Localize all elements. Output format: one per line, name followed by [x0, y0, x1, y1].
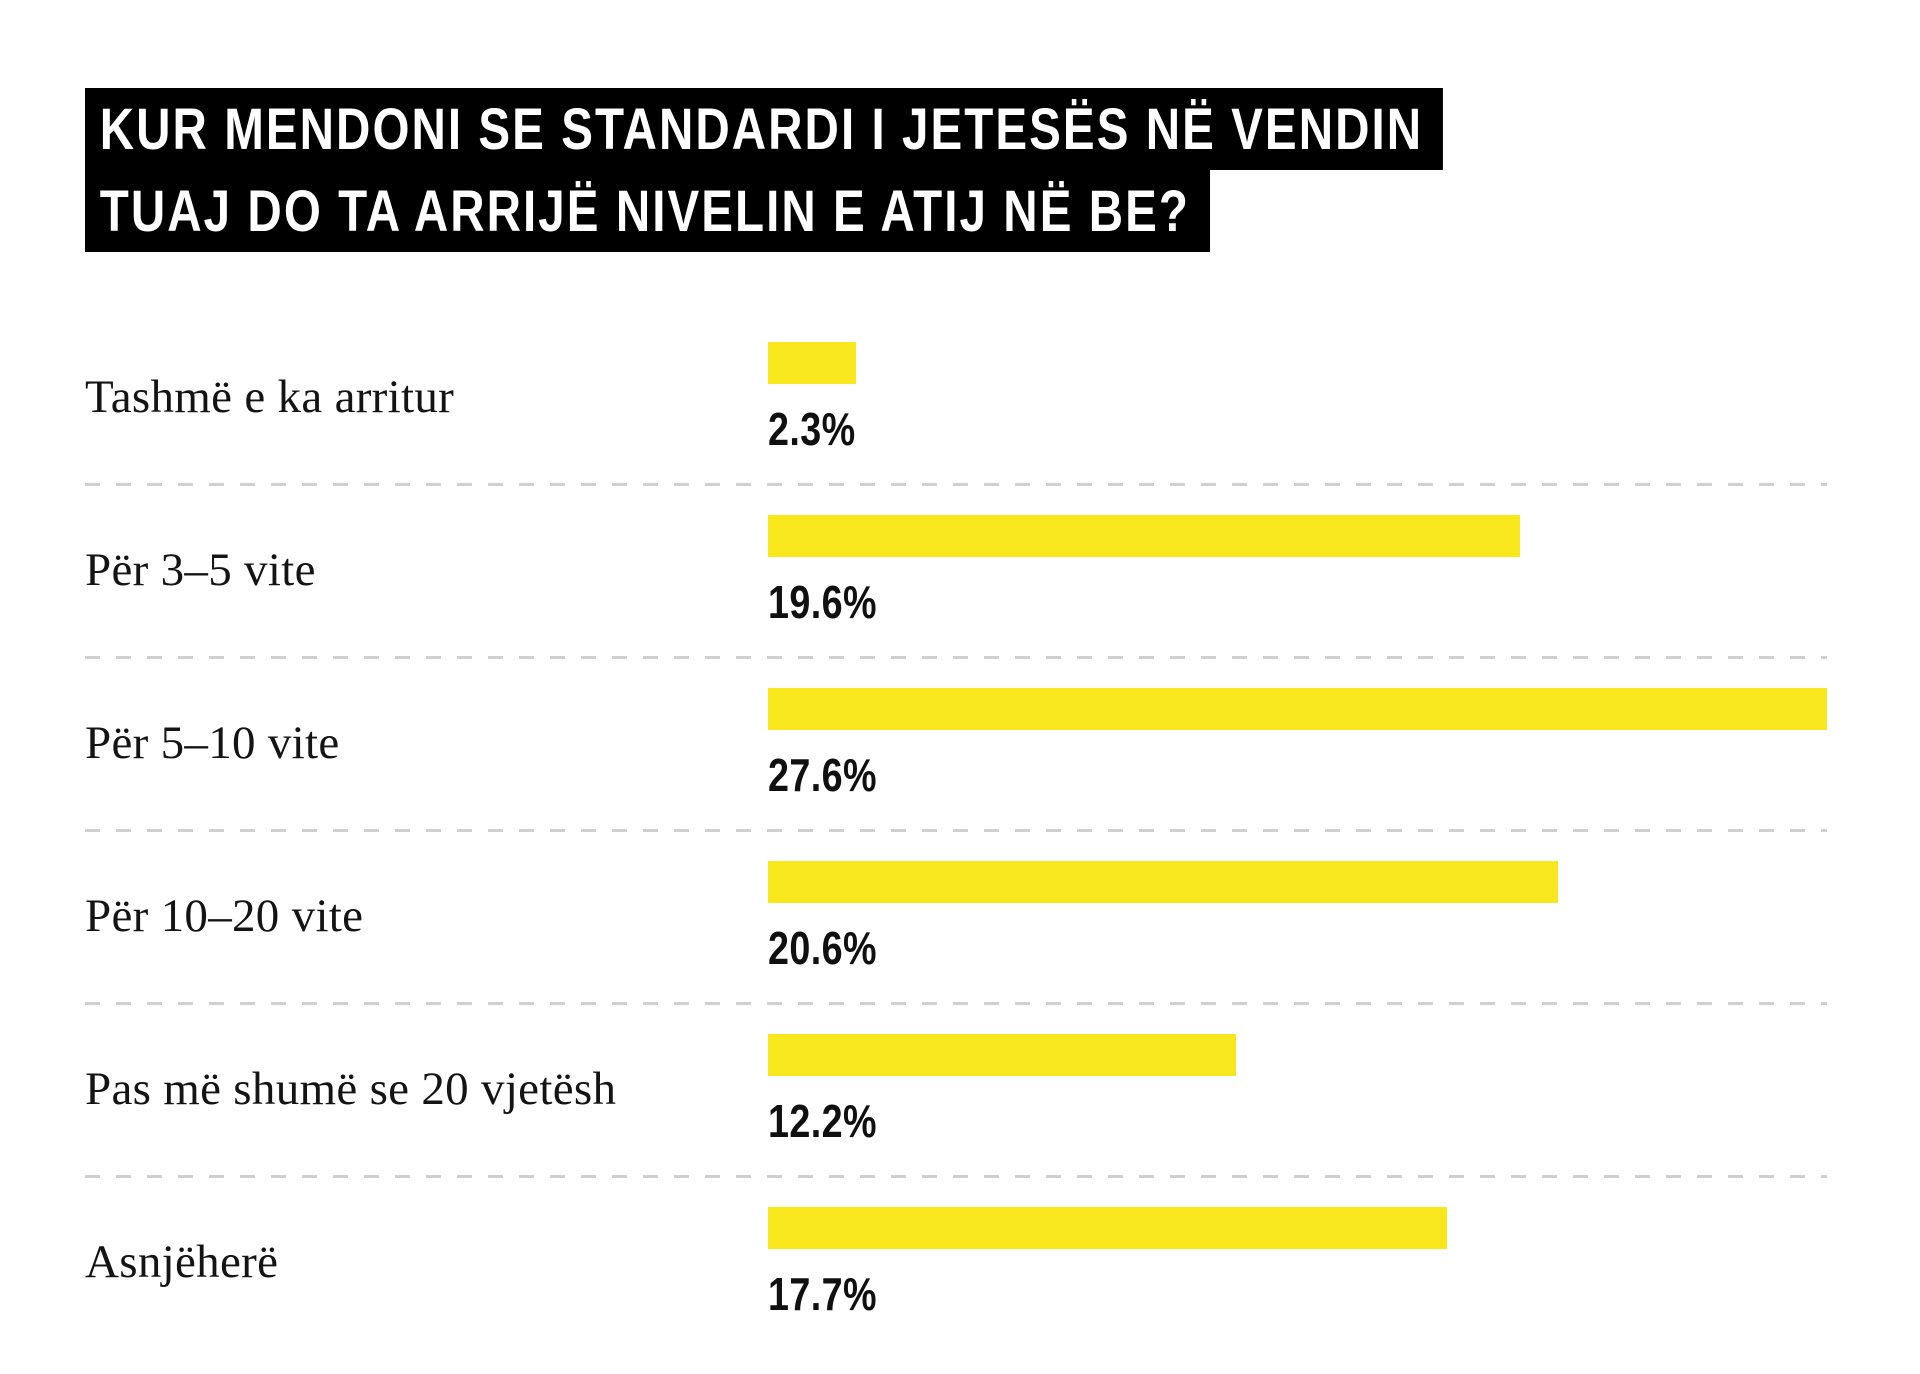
bar-chart: Tashmë e ka arritur 2.3% Për 3–5 vite 19… [85, 310, 1827, 1348]
bar [768, 1206, 1448, 1249]
chart-row: Për 5–10 vite 27.6% [85, 656, 1827, 829]
bar [768, 341, 857, 384]
value-label: 20.6% [768, 921, 878, 974]
chart-row: Tashmë e ka arritur 2.3% [85, 310, 1827, 483]
bar-group: 20.6% [768, 860, 1827, 974]
bar-group: 17.7% [768, 1206, 1827, 1320]
bar-group: 27.6% [768, 687, 1827, 801]
category-label: Tashmë e ka arritur [85, 370, 455, 423]
value-label: 12.2% [768, 1094, 878, 1147]
bar [768, 687, 1827, 730]
bar-group: 19.6% [768, 514, 1827, 628]
value-label: 19.6% [768, 575, 878, 628]
chart-title-line-2: TUAJ DO TA ARRIJË NIVELIN E ATIJ NË BE? [85, 170, 1210, 252]
chart-row: Për 10–20 vite 20.6% [85, 829, 1827, 1002]
category-label: Asnjëherë [85, 1235, 279, 1288]
bar [768, 514, 1520, 557]
chart-row: Për 3–5 vite 19.6% [85, 483, 1827, 656]
category-label: Për 10–20 vite [85, 889, 364, 942]
bar-group: 2.3% [768, 341, 1827, 455]
chart-title: KUR MENDONI SE STANDARDI I JETESËS NË VE… [85, 88, 1827, 252]
value-label: 27.6% [768, 748, 878, 801]
chart-row: Pas më shumë se 20 vjetësh 12.2% [85, 1002, 1827, 1175]
bar-group: 12.2% [768, 1033, 1827, 1147]
bar [768, 1033, 1237, 1076]
value-label: 2.3% [768, 402, 856, 455]
chart-title-line-1: KUR MENDONI SE STANDARDI I JETESËS NË VE… [85, 88, 1443, 170]
category-label: Për 5–10 vite [85, 716, 340, 769]
category-label: Për 3–5 vite [85, 543, 316, 596]
value-label: 17.7% [768, 1267, 878, 1320]
category-label: Pas më shumë se 20 vjetësh [85, 1062, 617, 1115]
chart-row: Asnjëherë 17.7% [85, 1175, 1827, 1348]
bar [768, 860, 1559, 903]
